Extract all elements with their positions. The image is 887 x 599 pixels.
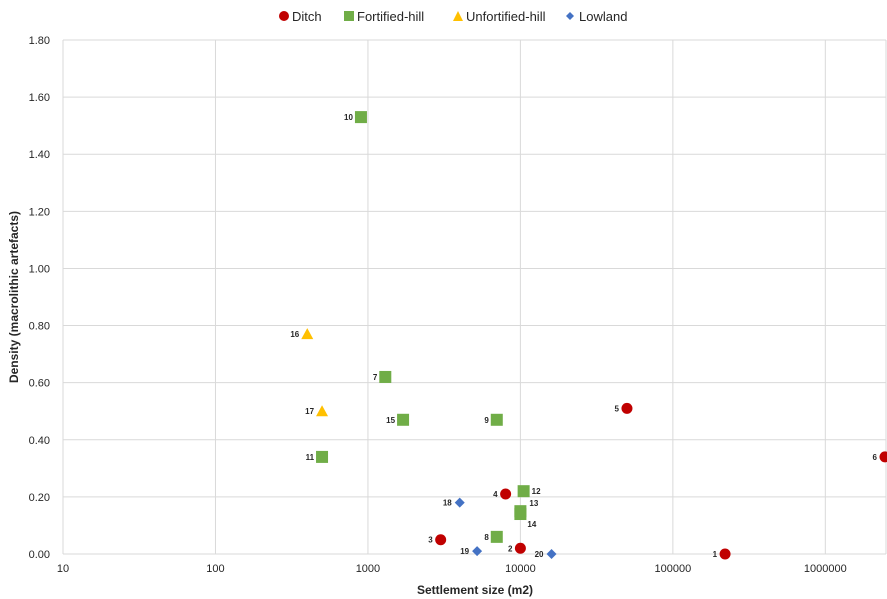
x-axis-ticks: 10 100 1000 10000 100000 1000000 [57, 563, 847, 575]
data-point [454, 497, 465, 508]
data-point [435, 534, 447, 546]
x-tick-label: 1000 [356, 563, 380, 575]
data-point [316, 405, 329, 417]
data-point [719, 548, 731, 560]
x-tick-label: 10 [57, 563, 69, 575]
data-point [490, 413, 503, 426]
data-label: 6 [873, 453, 878, 462]
legend-label: Lowland [579, 9, 627, 24]
data-label: 15 [386, 416, 395, 425]
y-tick-label: 0.80 [29, 321, 50, 333]
data-point [546, 549, 557, 559]
x-axis-title: Settlement size (m2) [417, 583, 533, 597]
gridlines [62, 39, 887, 555]
data-point [517, 485, 530, 498]
y-tick-label: 0.20 [29, 492, 50, 504]
data-label: 4 [493, 490, 498, 499]
data-label: 1 [713, 550, 718, 559]
x-tick-label: 100000 [655, 563, 692, 575]
data-point [397, 413, 410, 426]
legend: Ditch Fortified-hill Unfortified-hill Lowla… [279, 9, 627, 24]
y-tick-label: 1.60 [29, 92, 50, 104]
data-label: 10 [344, 113, 353, 122]
data-label: 19 [460, 547, 469, 556]
x-tick-label: 100 [206, 563, 224, 575]
data-label: 11 [306, 453, 315, 462]
y-axis-ticks: 0.00 0.20 0.40 0.60 0.80 1.00 1.20 1.40 1.60 1.80 [29, 35, 50, 561]
legend-label: Fortified-hill [357, 9, 424, 24]
data-point [514, 542, 526, 554]
data-label: 12 [532, 487, 541, 496]
data-point [879, 451, 887, 463]
x-tick-label: 10000 [505, 563, 536, 575]
data-point [514, 508, 527, 521]
data-point [500, 488, 512, 500]
data-label: 3 [428, 536, 433, 545]
data-point [354, 111, 367, 124]
data-label: 13 [529, 499, 538, 508]
data-point [472, 546, 483, 557]
y-axis-title: Density (macrolithic artefacts) [7, 211, 21, 383]
y-tick-label: 0.40 [29, 435, 50, 447]
legend-marker-triangle [453, 11, 463, 21]
y-tick-label: 1.80 [29, 35, 50, 47]
y-tick-label: 1.00 [29, 263, 50, 275]
x-tick-label: 1000000 [804, 563, 847, 575]
data-label: 20 [535, 550, 544, 559]
data-point [490, 530, 503, 543]
data-point [301, 328, 314, 340]
y-tick-label: 0.60 [29, 378, 50, 390]
legend-label: Unfortified-hill [466, 9, 546, 24]
data-label: 2 [508, 544, 513, 553]
data-label: 16 [290, 330, 299, 339]
legend-label: Ditch [292, 9, 322, 24]
data-point [621, 402, 633, 414]
data-point [379, 370, 392, 383]
legend-marker-circle [279, 11, 289, 21]
data-label: 17 [305, 407, 314, 416]
legend-marker-square [344, 11, 354, 21]
y-tick-label: 0.00 [29, 549, 50, 561]
legend-marker-diamond [566, 12, 574, 20]
data-points [301, 111, 887, 560]
y-tick-label: 1.40 [29, 149, 50, 161]
data-label: 7 [373, 373, 378, 382]
data-label: 8 [484, 533, 489, 542]
data-label: 5 [615, 404, 620, 413]
data-point [316, 450, 329, 463]
data-label: 9 [484, 416, 489, 425]
data-label: 18 [443, 499, 452, 508]
y-tick-label: 1.20 [29, 206, 50, 218]
data-label: 14 [527, 520, 536, 529]
